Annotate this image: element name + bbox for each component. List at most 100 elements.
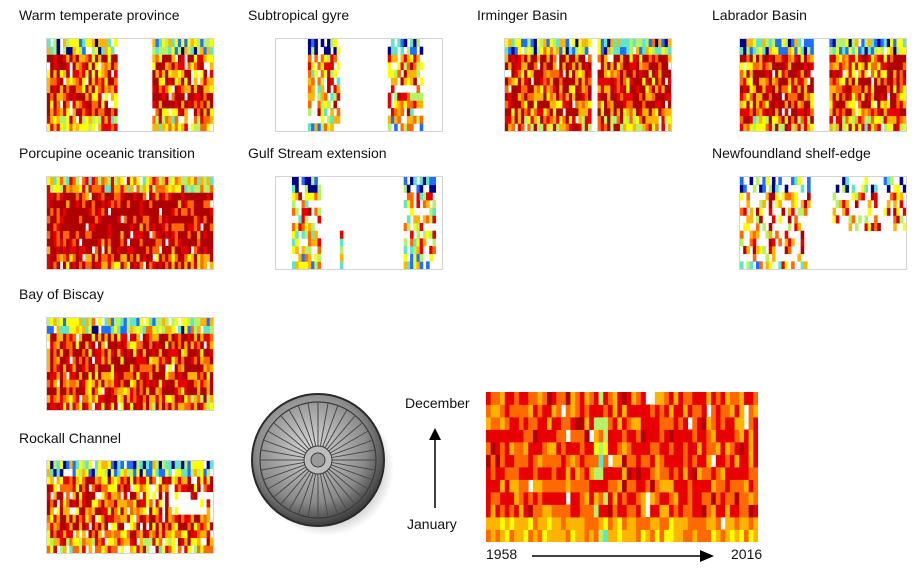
heat-cell <box>82 69 86 78</box>
heat-cell <box>842 100 846 109</box>
heat-cell <box>768 85 773 94</box>
heat-cell <box>98 246 102 255</box>
heat-cell <box>613 77 618 86</box>
heat-cell <box>406 69 411 78</box>
heat-cell <box>410 54 414 63</box>
heat-cell <box>53 522 57 531</box>
heat-cell <box>775 54 779 63</box>
heat-cell <box>193 62 198 71</box>
heat-cell <box>56 100 61 109</box>
heat-cell <box>145 215 150 224</box>
heat-cell <box>584 77 589 86</box>
heat-cell <box>890 177 894 186</box>
heat-cell <box>748 479 754 493</box>
heat-cell <box>607 467 614 480</box>
heat-cell <box>511 123 515 131</box>
heat-cell <box>82 230 86 239</box>
heat-cell <box>142 253 147 262</box>
heat-cell <box>514 404 520 418</box>
heat-cell <box>126 379 131 388</box>
heat-cell <box>184 246 188 255</box>
heat-cell <box>193 215 198 224</box>
heat-cell <box>171 238 176 247</box>
heat-cell <box>549 77 554 86</box>
heat-cell <box>200 261 204 269</box>
heat-cell <box>661 108 666 117</box>
heat-cell <box>75 54 80 63</box>
heat-cell <box>755 223 760 232</box>
heat-cell <box>50 215 54 224</box>
heat-cell <box>200 341 204 350</box>
heat-cell <box>50 325 54 334</box>
heat-cell <box>136 192 140 201</box>
heat-cell <box>509 517 515 530</box>
heat-cell <box>107 62 112 71</box>
heat-cell <box>59 468 64 477</box>
heat-cell <box>193 402 198 410</box>
heat-cell <box>59 364 64 373</box>
heat-cell <box>85 394 89 403</box>
heat-cell <box>588 108 592 117</box>
heat-cell <box>145 184 150 193</box>
heat-cell <box>85 364 89 373</box>
heat-cell <box>613 69 618 78</box>
heat-cell <box>673 392 679 405</box>
heat-cell <box>598 417 604 430</box>
heat-cell <box>791 192 795 201</box>
heat-cell <box>75 177 80 186</box>
heat-cell <box>190 123 195 131</box>
heat-cell <box>110 476 115 485</box>
heat-cell <box>145 348 150 357</box>
heat-cell <box>509 529 515 543</box>
heat-cell <box>203 348 208 357</box>
heat-cell <box>174 177 179 186</box>
heat-cell <box>184 379 188 388</box>
heat-cell <box>142 215 147 224</box>
heat-cell <box>177 92 182 101</box>
heat-cell <box>209 62 213 71</box>
heat-cell <box>626 85 630 94</box>
heat-cell <box>410 92 414 101</box>
heat-cell <box>416 92 421 101</box>
heat-cell <box>579 492 585 505</box>
heat-cell <box>82 379 86 388</box>
heat-cell <box>543 85 547 94</box>
heat-cell <box>629 46 634 55</box>
heat-cell <box>187 318 192 327</box>
heat-cell <box>613 92 618 101</box>
heat-cell <box>546 54 551 63</box>
heat-cell <box>59 192 64 201</box>
heat-cell <box>171 54 176 63</box>
heat-cell <box>568 92 573 101</box>
heat-cell <box>746 46 750 55</box>
heat-cell <box>69 522 73 531</box>
heat-cell <box>78 356 83 365</box>
heat-cell <box>311 69 315 78</box>
heat-cell <box>429 246 433 255</box>
heat-cell <box>295 207 299 216</box>
heat-cell <box>899 108 904 117</box>
heat-cell <box>593 492 599 505</box>
heat-cell <box>209 364 213 373</box>
heat-cell <box>403 246 408 255</box>
heatmap-porcupine <box>46 176 214 270</box>
heat-cell <box>174 238 179 247</box>
heat-cell <box>53 100 57 109</box>
heat-cell <box>72 115 77 124</box>
heat-cell <box>94 402 99 410</box>
heat-cell <box>867 100 872 109</box>
heat-cell <box>177 371 182 380</box>
heat-cell <box>607 77 611 86</box>
heat-cell <box>101 69 105 78</box>
heat-cell <box>584 392 590 405</box>
heat-cell <box>104 522 109 531</box>
heat-cell <box>495 392 501 405</box>
heat-cell <box>91 215 96 224</box>
heat-cell <box>807 192 811 201</box>
heat-cell <box>85 318 89 327</box>
heat-cell <box>565 442 571 455</box>
heat-cell <box>835 69 840 78</box>
heat-cell <box>803 207 808 216</box>
heat-cell <box>56 394 61 403</box>
heat-cell <box>848 215 853 224</box>
